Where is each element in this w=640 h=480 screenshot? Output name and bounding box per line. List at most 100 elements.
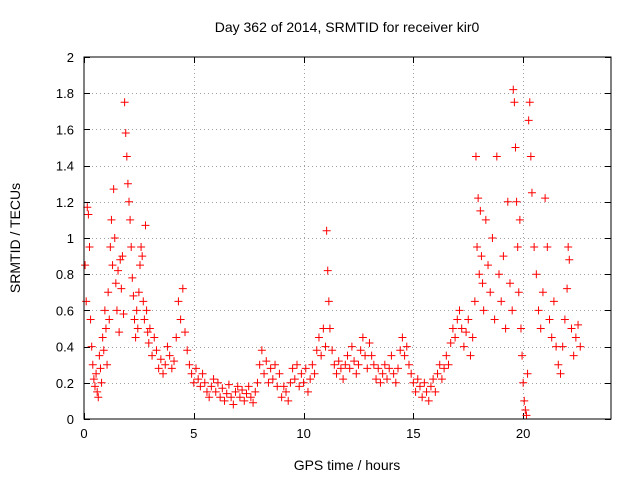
data-point bbox=[200, 378, 209, 387]
x-tick-label: 15 bbox=[406, 426, 420, 441]
data-point bbox=[266, 364, 275, 373]
data-point bbox=[367, 351, 376, 360]
data-point bbox=[534, 306, 543, 315]
data-point bbox=[510, 98, 519, 107]
data-point bbox=[118, 252, 127, 261]
data-point bbox=[110, 234, 119, 242]
data-point bbox=[358, 333, 367, 342]
data-point bbox=[415, 382, 424, 391]
data-point bbox=[376, 378, 385, 387]
data-point bbox=[83, 203, 92, 212]
data-point bbox=[341, 360, 350, 369]
data-point bbox=[119, 310, 128, 319]
data-point bbox=[92, 369, 101, 378]
data-point bbox=[321, 342, 330, 351]
data-point bbox=[104, 288, 113, 297]
data-point bbox=[292, 360, 301, 369]
data-point bbox=[181, 328, 190, 337]
data-point bbox=[530, 243, 539, 252]
data-point bbox=[545, 315, 554, 324]
data-point bbox=[111, 279, 120, 288]
data-point bbox=[356, 346, 365, 355]
x-tick-label: 20 bbox=[516, 426, 530, 441]
data-point bbox=[84, 210, 93, 219]
data-point bbox=[322, 226, 331, 235]
data-point bbox=[426, 382, 435, 391]
y-tick-label: 1.6 bbox=[56, 122, 74, 137]
data-point bbox=[462, 328, 471, 337]
data-point bbox=[170, 357, 179, 366]
data-point bbox=[481, 215, 490, 224]
data-point bbox=[310, 369, 319, 378]
data-point bbox=[229, 400, 238, 409]
data-point bbox=[424, 396, 433, 405]
data-point bbox=[101, 324, 110, 333]
data-point bbox=[422, 387, 431, 396]
data-point bbox=[126, 215, 135, 224]
data-point bbox=[372, 375, 381, 384]
data-point bbox=[471, 152, 480, 161]
data-point bbox=[216, 393, 225, 402]
plot-frame bbox=[83, 56, 612, 420]
data-point bbox=[202, 387, 211, 396]
data-point bbox=[107, 215, 116, 224]
data-point bbox=[492, 152, 501, 161]
data-point bbox=[138, 252, 147, 261]
data-point bbox=[363, 364, 372, 373]
data-point bbox=[512, 197, 521, 206]
data-point bbox=[334, 357, 343, 366]
data-point bbox=[244, 382, 253, 391]
x-tick-label: 10 bbox=[296, 426, 310, 441]
data-point bbox=[135, 261, 144, 270]
data-point bbox=[165, 351, 174, 360]
data-point bbox=[253, 378, 262, 387]
data-point bbox=[167, 364, 176, 373]
data-point bbox=[89, 375, 98, 384]
data-point bbox=[87, 342, 96, 351]
data-point bbox=[85, 243, 94, 252]
data-point bbox=[185, 360, 194, 369]
data-point bbox=[99, 346, 108, 355]
data-point bbox=[499, 252, 508, 261]
data-point bbox=[123, 179, 132, 188]
data-point bbox=[128, 273, 137, 282]
data-point bbox=[122, 152, 131, 161]
y-tick-label: 1.8 bbox=[56, 86, 74, 101]
data-point bbox=[398, 333, 407, 342]
data-point bbox=[433, 369, 442, 378]
data-point bbox=[115, 328, 124, 337]
data-point bbox=[431, 387, 440, 396]
data-point bbox=[567, 324, 576, 333]
data-point bbox=[117, 284, 126, 293]
data-point bbox=[391, 378, 400, 387]
data-point bbox=[81, 261, 90, 270]
data-point bbox=[385, 364, 394, 373]
data-point bbox=[558, 342, 567, 351]
data-point bbox=[90, 382, 99, 391]
y-tick-label: 1.2 bbox=[56, 195, 74, 210]
data-point bbox=[268, 375, 277, 384]
data-point bbox=[501, 324, 510, 333]
data-point bbox=[100, 306, 109, 315]
data-point bbox=[156, 355, 165, 364]
data-point bbox=[328, 346, 337, 355]
data-point bbox=[479, 306, 488, 315]
data-point bbox=[235, 393, 244, 402]
data-point bbox=[521, 405, 530, 414]
data-point bbox=[150, 333, 159, 342]
data-point bbox=[176, 315, 185, 324]
data-point bbox=[508, 306, 517, 315]
data-point bbox=[339, 375, 348, 384]
data-point bbox=[98, 333, 107, 342]
data-point bbox=[109, 185, 118, 194]
data-point bbox=[383, 375, 392, 384]
data-point bbox=[255, 360, 264, 369]
data-point bbox=[240, 396, 249, 405]
data-point bbox=[420, 378, 429, 387]
data-point bbox=[121, 129, 130, 138]
data-point bbox=[317, 351, 326, 360]
data-point bbox=[144, 338, 153, 347]
data-point bbox=[547, 333, 556, 342]
